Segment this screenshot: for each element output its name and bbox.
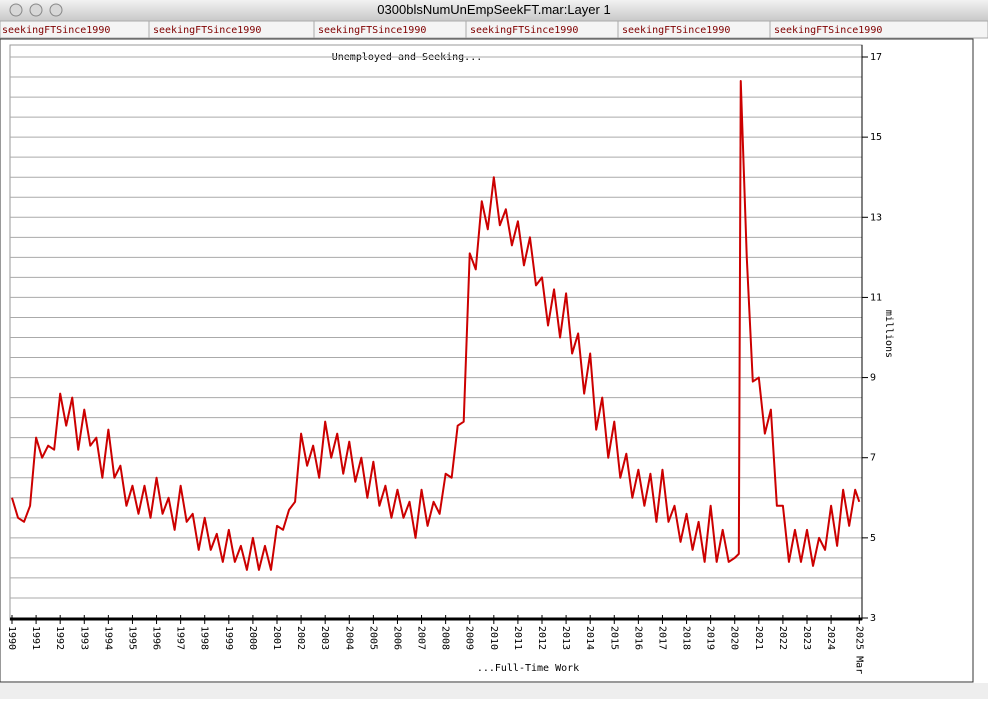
window-title: 0300blsNumUnEmpSeekFT.mar:Layer 1: [377, 2, 610, 17]
x-tick-label: 2007: [416, 626, 427, 650]
y-tick-label: 11: [870, 292, 882, 303]
x-tick-label: 2021: [753, 626, 764, 650]
x-tick-label: 2024: [825, 626, 836, 650]
y-tick-label: 7: [870, 453, 876, 464]
x-axis-label: ...Full-Time Work: [477, 663, 579, 674]
x-tick-label: 2008: [440, 626, 451, 650]
x-tick-label: 2003: [319, 626, 330, 650]
x-tick-label: 2009: [464, 626, 475, 650]
tab[interactable]: seekingFTSince1990: [2, 25, 110, 36]
x-tick-label: 2013: [560, 626, 571, 650]
tab-bar: [0, 20, 988, 39]
y-tick-label: 3: [870, 613, 876, 624]
x-tick-label: 2012: [536, 626, 547, 650]
x-tick-label: 2000: [247, 626, 258, 650]
close-button[interactable]: [9, 3, 23, 17]
x-tick-label: 1994: [102, 626, 113, 650]
x-tick-label: 2018: [681, 626, 692, 650]
x-tick-label: 1991: [30, 626, 41, 650]
x-tick-label: 2001: [271, 626, 282, 650]
x-tick-label: 1992: [54, 626, 65, 650]
x-tick-label: 1995: [126, 626, 137, 650]
y-tick-label: 15: [870, 132, 882, 143]
title-bar: [0, 0, 988, 21]
tab[interactable]: seekingFTSince1990: [774, 25, 882, 36]
x-tick-label: 2006: [391, 626, 402, 650]
x-tick-label: 1996: [151, 626, 162, 650]
x-tick-label: 2023: [801, 626, 812, 650]
plot-panel: [0, 38, 974, 683]
tab[interactable]: seekingFTSince1990: [153, 25, 261, 36]
x-tick-label: 2022: [777, 626, 788, 650]
data-line: [11, 80, 861, 571]
x-tick-label: 2004: [343, 626, 354, 650]
x-tick-label: 2011: [512, 626, 523, 650]
x-tick-label: 1990: [6, 626, 17, 650]
x-tick-label: 2020: [729, 626, 740, 650]
x-tick-label: 2010: [488, 626, 499, 650]
tab[interactable]: seekingFTSince1990: [318, 25, 426, 36]
minimize-button[interactable]: [29, 3, 43, 17]
x-tick-label: 1998: [199, 626, 210, 650]
x-tick-label: 2002: [295, 626, 306, 650]
y-tick-label: 5: [870, 533, 876, 544]
x-tick-label: 1999: [223, 626, 234, 650]
status-bar: [0, 683, 988, 699]
tab[interactable]: seekingFTSince1990: [470, 25, 578, 36]
x-tick-label: 2025 Mar: [853, 626, 864, 674]
y-tick-label: 9: [870, 373, 876, 384]
x-tick-label: 1997: [175, 626, 186, 650]
x-tick-label: 2005: [367, 626, 378, 650]
x-tick-label: 2015: [608, 626, 619, 650]
y-tick-label: 13: [870, 212, 882, 223]
zoom-button[interactable]: [49, 3, 63, 17]
x-tick-label: 2014: [584, 626, 595, 650]
x-tick-label: 2016: [632, 626, 643, 650]
tab[interactable]: seekingFTSince1990: [622, 25, 730, 36]
x-tick-label: 2019: [705, 626, 716, 650]
y-tick-label: 17: [870, 52, 882, 63]
y-axis-label: millions: [883, 310, 894, 358]
x-tick-label: 2017: [656, 626, 667, 650]
x-tick-label: 1993: [78, 626, 89, 650]
